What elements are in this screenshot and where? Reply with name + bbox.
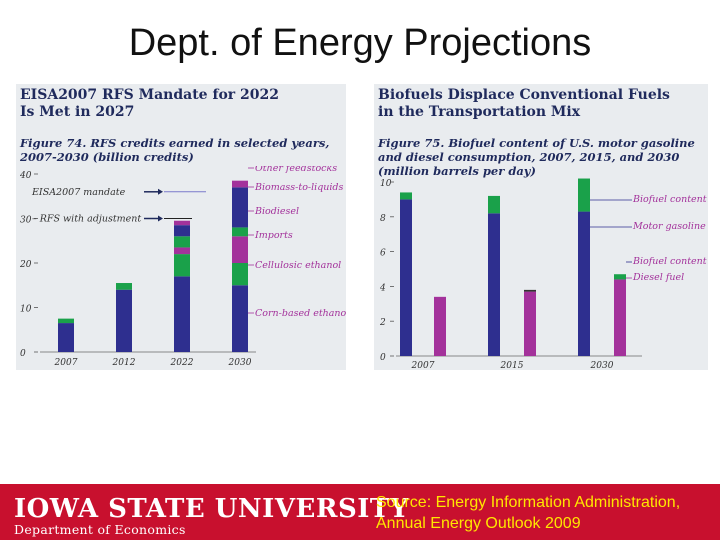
gasoline-biofuel-bar: [488, 195, 500, 214]
department-name: Department of Economics: [14, 522, 186, 537]
footer-bar: IOWA STATE UNIVERSITY Department of Econ…: [0, 484, 720, 540]
source-citation: Source: Energy Information Administratio…: [376, 492, 720, 534]
motor-gasoline-bar: [578, 211, 590, 356]
bar-segment: [174, 225, 190, 237]
y-tick-label: 6: [380, 249, 386, 259]
y-tick-label: 2: [379, 318, 386, 328]
legend-label: Diesel fuel: [632, 272, 684, 283]
source-line2: Annual Energy Outlook 2009: [376, 515, 581, 532]
annotation-arrowhead: [158, 188, 163, 195]
y-tick-label: 0: [380, 353, 386, 363]
right-figure-caption-line1: Figure 75. Biofuel content of U.S. motor…: [378, 136, 695, 150]
y-tick-label: 10: [20, 305, 32, 315]
series-label: Imports: [254, 230, 293, 241]
left-heading-line2: Is Met in 2027: [20, 104, 135, 120]
x-tick-label: 2007: [411, 361, 435, 370]
gasoline-biofuel-bar: [400, 192, 412, 200]
annotation-label: – RFS with adjustment: [32, 214, 141, 225]
biofuel-content-chart: 0 2 4 6 8 10 2007 2015 2030 Biofuel content Motor …: [379, 178, 707, 370]
diesel-fuel-bar: [614, 279, 626, 356]
bar-segment: [174, 236, 190, 248]
legend-label: Motor gasoline: [632, 221, 706, 232]
right-heading-line1: Biofuels Displace Conventional Fuels: [378, 87, 670, 103]
source-line1: Source: Energy Information Administratio…: [376, 494, 681, 511]
left-heading-line1: EISA2007 RFS Mandate for 2022: [20, 87, 280, 103]
y-tick-label: 4: [379, 283, 386, 293]
series-label: Biomass-to-liquids: [254, 182, 344, 193]
x-tick-label: 2022: [170, 358, 194, 368]
diesel-fuel-bar: [524, 291, 536, 356]
diesel-biofuel-bar: [524, 289, 536, 292]
x-tick-label: 2015: [500, 361, 524, 370]
y-tick-label: 0: [20, 349, 26, 359]
legend-label: Biofuel content: [632, 194, 707, 205]
annotation-label: EISA2007 mandate: [31, 187, 126, 198]
y-tick-label: 20: [19, 260, 32, 270]
motor-gasoline-bar: [400, 199, 412, 356]
bar-segment: [174, 247, 190, 255]
y-tick-label: 30: [20, 216, 32, 226]
bar-segment: [232, 263, 248, 286]
bar-segment: [116, 289, 132, 352]
y-tick-label: 10: [380, 179, 392, 189]
diesel-biofuel-bar: [614, 274, 626, 280]
bar-segment: [232, 227, 248, 237]
series-label: Other feedstocks: [255, 166, 337, 174]
right-figure-caption-line3: (million barrels per day): [378, 164, 536, 178]
left-figure-caption-line1: Figure 74. RFS credits earned in selecte…: [20, 136, 330, 150]
bar-segment: [58, 318, 74, 324]
right-chart-panel: Biofuels Displace Conventional Fuels in …: [374, 84, 708, 370]
x-tick-label: 2030: [228, 358, 252, 368]
bar-segment: [232, 236, 248, 263]
bar-segment: [174, 254, 190, 277]
annotation-arrowhead: [158, 215, 163, 222]
series-label: Cellulosic ethanol: [255, 260, 341, 271]
left-chart-panel: EISA2007 RFS Mandate for 2022 Is Met in …: [16, 84, 346, 370]
bar-segment: [232, 180, 248, 188]
series-label: Biodiesel: [254, 206, 299, 217]
x-tick-label: 2012: [112, 358, 136, 368]
motor-gasoline-bar: [488, 213, 500, 356]
x-tick-label: 2007: [54, 358, 78, 368]
x-tick-label: 2030: [590, 361, 614, 370]
bar-segment: [58, 323, 74, 352]
diesel-fuel-bar: [434, 296, 446, 356]
gasoline-biofuel-bar: [578, 178, 590, 212]
slide-title: Dept. of Energy Projections: [128, 22, 592, 64]
legend-label: Biofuel content: [632, 256, 707, 267]
right-figure-caption-line2: and diesel consumption, 2007, 2015, and …: [378, 150, 680, 164]
bar-segment: [174, 276, 190, 352]
y-tick-label: 40: [19, 171, 32, 181]
bar-segment: [232, 285, 248, 352]
series-label: Corn-based ethanol: [255, 308, 346, 319]
university-logo: IOWA STATE UNIVERSITY: [14, 494, 409, 524]
right-heading-line2: in the Transportation Mix: [378, 104, 581, 120]
bar-segment: [232, 187, 248, 228]
left-figure-caption-line2: 2007-2030 (billion credits): [20, 150, 194, 164]
y-tick-label: 8: [380, 214, 386, 224]
bar-segment: [174, 220, 190, 226]
bar-segment: [116, 283, 132, 290]
